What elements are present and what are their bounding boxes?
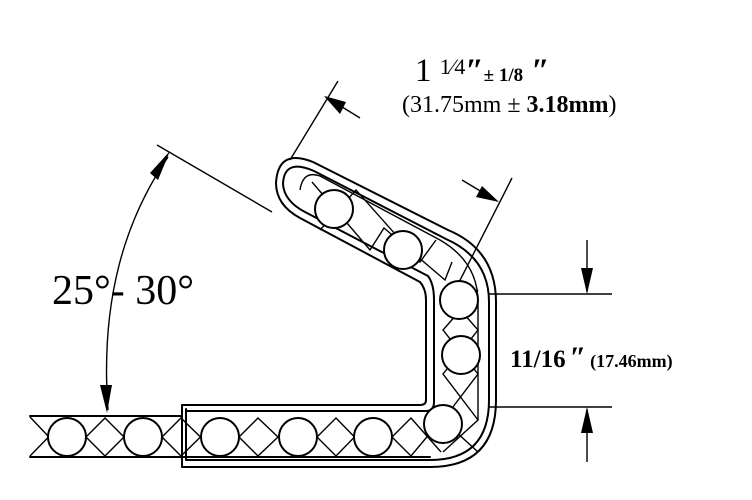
thickness-inch-mark: ″ <box>465 53 484 89</box>
gap-dimension <box>488 240 612 462</box>
thickness-inch-label: 1 1⁄4″± 1/8 ″ <box>415 55 550 88</box>
gap-inches: 11/16 <box>510 346 566 373</box>
binding-inner-wall <box>185 165 490 461</box>
thickness-metric-tol: 3.18mm <box>526 92 609 118</box>
roller <box>353 417 393 457</box>
angle-dimension <box>100 144 273 413</box>
roller <box>278 417 318 457</box>
gap-metric: (17.46mm) <box>590 351 673 371</box>
gap-arrow-bottom-icon <box>581 407 593 433</box>
roller <box>314 189 354 229</box>
binding-channel <box>181 157 497 468</box>
thickness-arrow-right-icon <box>476 186 499 202</box>
angle-arrow-bottom-icon <box>100 385 112 413</box>
thickness-metric-label: (31.75mm ± 3.18mm) <box>402 93 616 117</box>
roller <box>123 417 163 457</box>
roller <box>439 280 479 320</box>
angle-label-text: 25°- 30° <box>52 268 195 314</box>
thickness-extension-left <box>289 80 339 161</box>
angle-reference-line <box>156 144 273 213</box>
angle-label: 25°- 30° <box>52 270 194 312</box>
thickness-metric-open: (31.75mm ± <box>402 92 527 118</box>
thickness-tolerance: ± 1/8 <box>483 65 524 86</box>
roller <box>441 335 481 375</box>
roller <box>423 404 463 444</box>
gap-label: 11/16 ″ (17.46mm) <box>510 343 673 373</box>
mat-straight-section <box>29 415 431 458</box>
gap-arrow-top-icon <box>581 268 593 294</box>
cable-lattice <box>29 181 479 458</box>
thickness-fraction: 1⁄4 <box>439 54 466 79</box>
thickness-dimension <box>289 80 513 297</box>
binding-inner-channel <box>299 173 479 420</box>
gap-inch-mark: ″ <box>569 341 587 374</box>
roller <box>200 417 240 457</box>
thickness-arrow-left-icon <box>324 96 346 114</box>
roller <box>47 417 87 457</box>
thickness-whole: 1 <box>415 53 432 89</box>
cable-diagonal-1 <box>311 181 453 282</box>
rollers <box>47 189 481 457</box>
angle-arc <box>105 156 169 411</box>
thickness-extension-right <box>451 177 513 297</box>
angle-arrow-top-icon <box>150 151 170 180</box>
roller <box>383 230 423 270</box>
thickness-metric-close: ) <box>608 92 617 118</box>
thickness-tol-inch-mark: ″ <box>531 53 550 89</box>
binding-outer-wall <box>181 157 497 468</box>
